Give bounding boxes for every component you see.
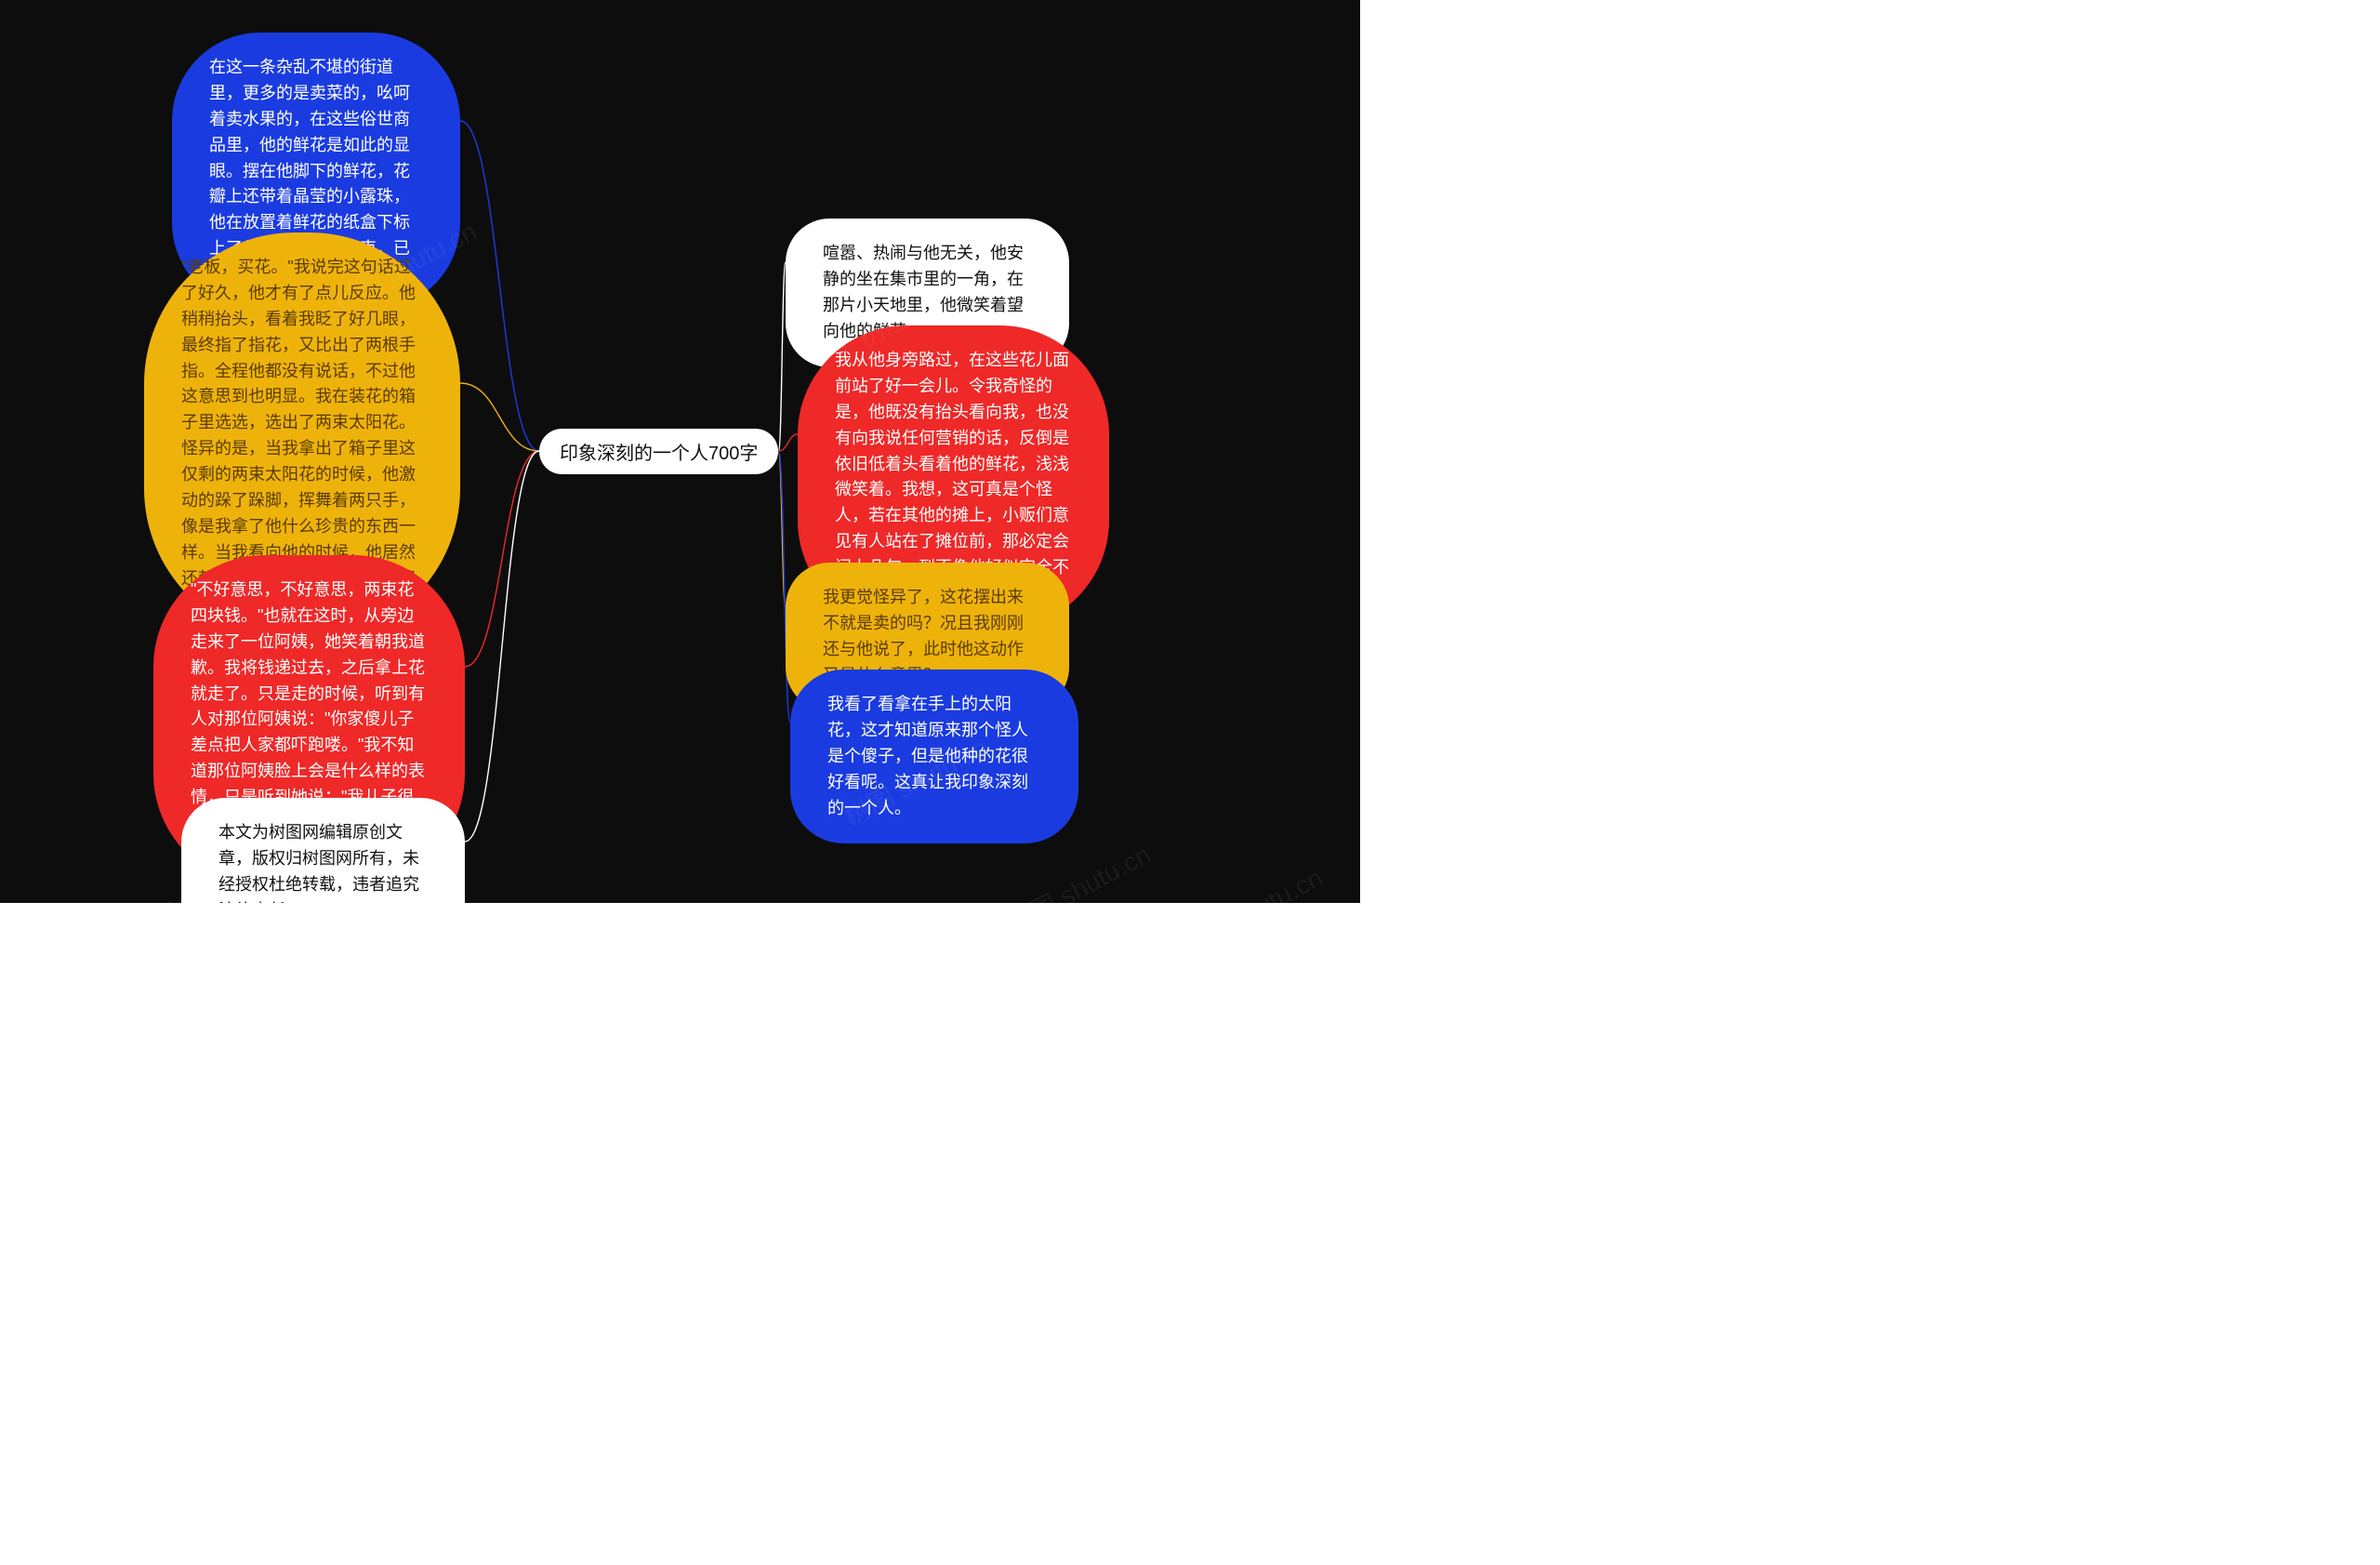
watermark: 树图 shutu.cn bbox=[1000, 835, 1157, 903]
center-node[interactable]: 印象深刻的一个人700字 bbox=[539, 429, 778, 474]
left-node-3[interactable]: 本文为树图网编辑原创文章，版权归树图网所有，未经授权杜绝转载，违者追究法律责任。 bbox=[181, 798, 465, 903]
watermark: 树图 shutu.cn bbox=[1172, 858, 1329, 903]
right-node-3[interactable]: 我看了看拿在手上的太阳花，这才知道原来那个怪人是个傻子，但是他种的花很好看呢。这… bbox=[790, 670, 1078, 843]
mindmap-canvas: 印象深刻的一个人700字在这一条杂乱不堪的街道里，更多的是卖菜的，吆呵着卖水果的… bbox=[0, 0, 1360, 903]
